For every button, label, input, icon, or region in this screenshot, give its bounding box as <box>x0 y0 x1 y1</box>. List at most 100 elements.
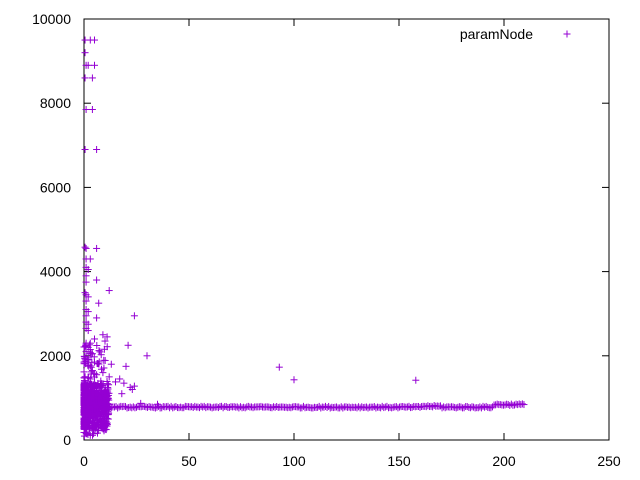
data-point <box>482 402 490 410</box>
data-point <box>87 370 95 378</box>
data-point <box>91 36 98 44</box>
data-point <box>128 385 136 393</box>
data-point <box>107 360 115 368</box>
data-point <box>84 265 92 273</box>
data-point <box>84 320 92 328</box>
data-point <box>91 358 98 366</box>
data-point <box>416 403 424 411</box>
data-point <box>429 403 437 411</box>
data-point <box>86 339 94 347</box>
data-point <box>96 348 104 356</box>
x-tick-label: 50 <box>181 453 197 469</box>
data-point <box>87 383 95 391</box>
data-point <box>196 404 203 412</box>
data-point <box>85 417 93 425</box>
data-point <box>102 422 110 430</box>
x-axis: 0 50 100 150 200 250 <box>80 19 621 469</box>
data-point <box>86 255 94 263</box>
data-point <box>121 403 129 411</box>
data-point <box>82 312 90 320</box>
data-point <box>290 376 298 384</box>
data-point <box>81 49 89 57</box>
data-point <box>388 404 396 412</box>
data-point <box>93 429 101 437</box>
data-point <box>89 425 97 433</box>
data-point <box>249 404 257 412</box>
data-point <box>82 381 90 389</box>
data-point <box>95 299 103 307</box>
data-point <box>477 404 485 412</box>
data-point <box>103 391 111 399</box>
data-point <box>89 405 97 413</box>
y-tick-label: 6000 <box>40 179 71 195</box>
data-point <box>93 314 101 322</box>
data-point <box>82 278 90 286</box>
legend: paramNode <box>460 26 571 42</box>
data-point <box>91 61 98 69</box>
data-point <box>101 357 109 365</box>
data-point <box>100 345 108 353</box>
data-point <box>103 333 111 341</box>
data-point <box>84 327 92 335</box>
data-point <box>88 106 96 114</box>
data-point <box>153 403 161 411</box>
data-point <box>177 403 185 411</box>
y-axis: 0 2000 4000 6000 8000 10000 <box>32 11 609 448</box>
data-point <box>441 404 449 412</box>
data-point <box>86 375 94 383</box>
data-point <box>457 403 465 411</box>
data-point <box>114 404 122 412</box>
data-point <box>88 350 96 358</box>
data-point <box>85 410 93 418</box>
data-point <box>86 431 94 439</box>
data-point <box>81 74 89 82</box>
data-point <box>364 404 372 412</box>
data-point <box>383 402 391 410</box>
data-point <box>84 293 92 301</box>
data-point <box>122 362 130 370</box>
data-point <box>424 402 432 410</box>
data-point <box>95 390 103 398</box>
data-point <box>81 146 89 154</box>
data-point <box>82 272 90 280</box>
data-point <box>80 397 88 405</box>
data-point <box>317 404 325 412</box>
data-point <box>236 403 244 411</box>
data-point <box>82 106 90 114</box>
x-tick-label: 100 <box>282 453 306 469</box>
plot-border <box>83 18 610 441</box>
data-point <box>412 376 420 384</box>
data-point <box>103 415 111 423</box>
data-point <box>145 403 153 411</box>
data-point <box>287 404 295 412</box>
x-tick-label: 200 <box>492 453 516 469</box>
data-point <box>81 243 89 251</box>
data-point <box>92 382 100 390</box>
data-point <box>180 404 188 412</box>
data-point <box>191 402 199 410</box>
data-point <box>105 373 113 381</box>
data-point <box>93 371 101 379</box>
data-point <box>98 399 106 407</box>
data-point <box>408 403 416 411</box>
data-point <box>93 146 101 154</box>
data-point <box>299 402 307 410</box>
data-point <box>275 363 283 371</box>
data-point <box>82 297 90 305</box>
data-point <box>470 403 478 411</box>
data-point <box>97 351 105 359</box>
y-tick-label: 2000 <box>40 348 71 364</box>
data-point <box>208 404 216 412</box>
x-tick-label: 0 <box>80 453 88 469</box>
data-point <box>97 377 105 385</box>
data-point <box>124 341 132 349</box>
data-point <box>158 404 166 412</box>
legend-marker-glyph <box>563 30 571 38</box>
data-point <box>154 400 161 408</box>
data-point <box>93 244 101 252</box>
data-point <box>133 403 140 411</box>
data-point <box>452 404 460 412</box>
data-point <box>99 369 107 377</box>
data-point <box>394 404 402 412</box>
data-point <box>98 365 106 373</box>
